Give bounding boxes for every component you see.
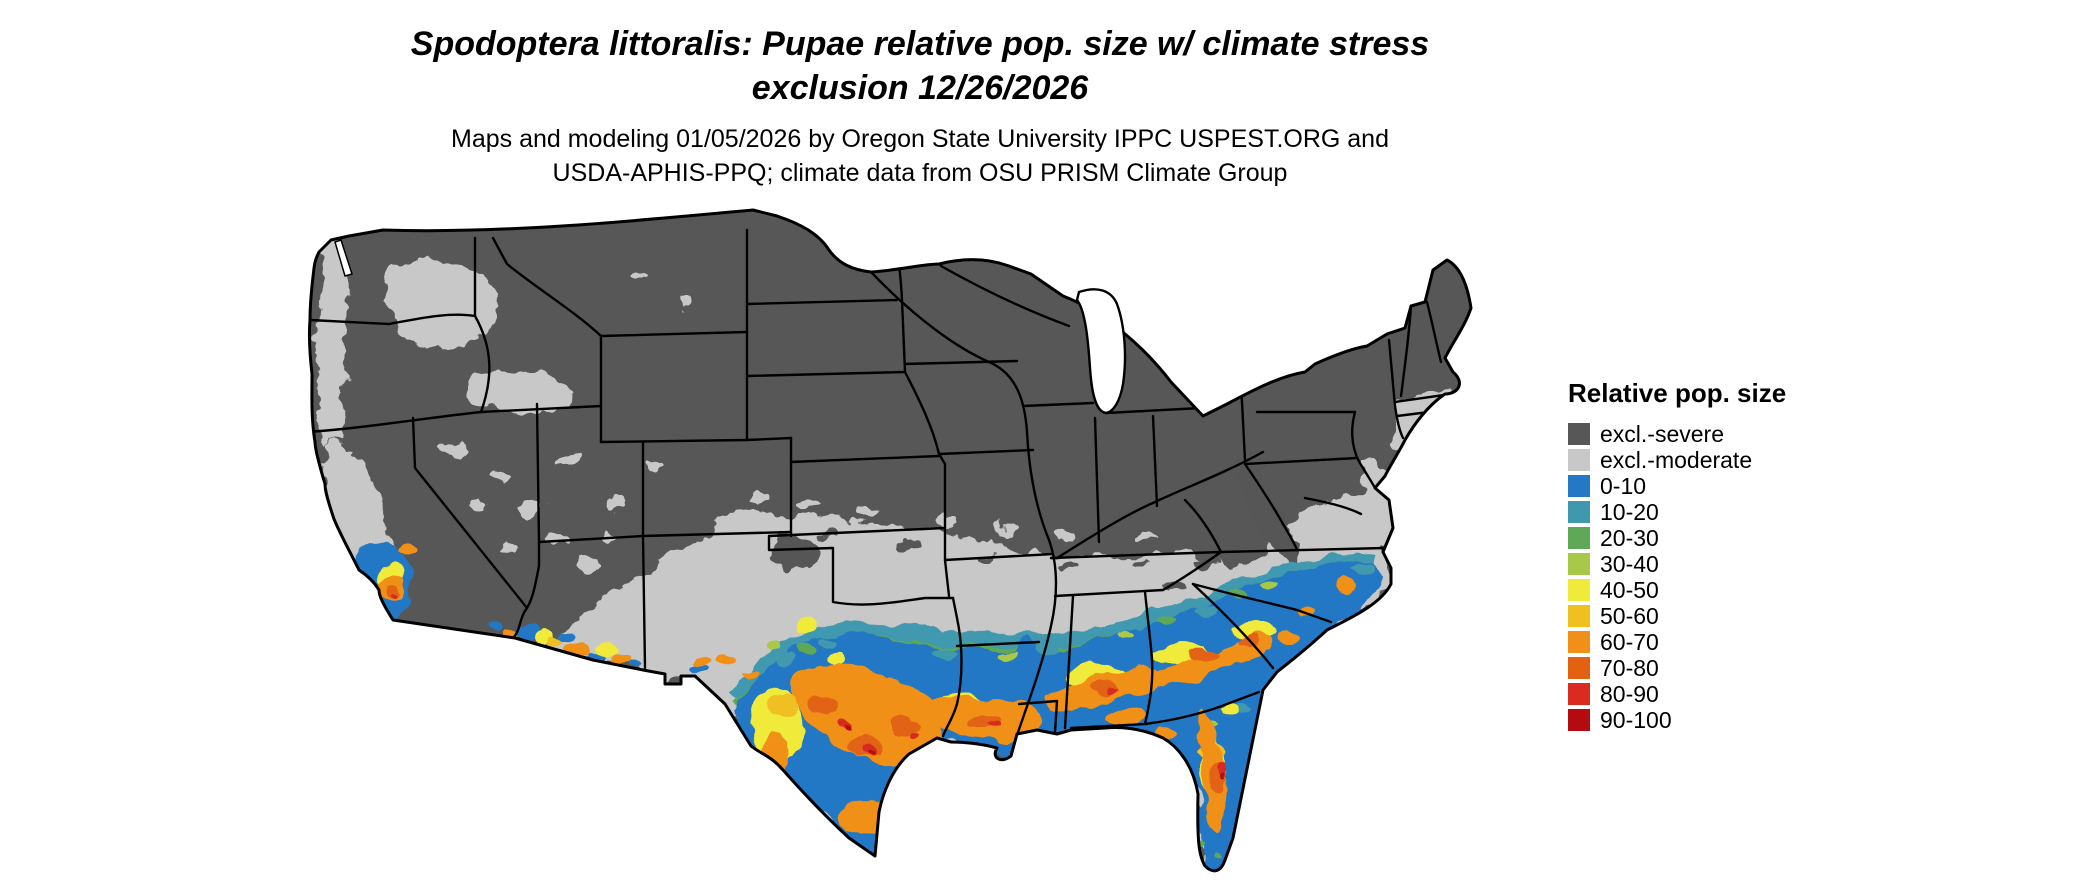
legend-label: 80-90 [1600, 681, 1659, 707]
legend-item: 10-20 [1568, 499, 1928, 525]
lake-michigan [1075, 288, 1127, 415]
us-map [307, 208, 1473, 873]
legend-item: 60-70 [1568, 629, 1928, 655]
legend-swatch [1568, 501, 1590, 523]
title-line-2: exclusion 12/26/2026 [751, 69, 1089, 107]
map-population-regions [355, 540, 1383, 871]
subtitle-line-2: USDA-APHIS-PPQ; climate data from OSU PR… [552, 159, 1288, 187]
legend-label: 20-30 [1600, 525, 1659, 551]
legend-label: 0-10 [1600, 473, 1647, 499]
map-severe-overlay [769, 458, 1298, 593]
page-subtitle: Maps and modeling 01/05/2026 by Oregon S… [0, 122, 1840, 190]
title-line-1: Spodoptera littoralis: Pupae relative po… [410, 25, 1430, 63]
national-outline [307, 208, 1473, 873]
legend-item: excl.-severe [1568, 421, 1928, 447]
legend-item: 50-60 [1568, 603, 1928, 629]
legend-swatch [1568, 423, 1590, 445]
legend-item: 30-40 [1568, 551, 1928, 577]
legend-title: Relative pop. size [1568, 378, 1787, 408]
legend-label: excl.-severe [1600, 421, 1724, 447]
legend-item: 40-50 [1568, 577, 1928, 603]
legend-swatch [1568, 631, 1590, 653]
speckles-10-20 [773, 565, 1373, 711]
legend-swatch [1568, 709, 1590, 731]
subtitle-line-1: Maps and modeling 01/05/2026 by Oregon S… [451, 125, 1389, 153]
legend-item: 80-90 [1568, 681, 1928, 707]
legend-swatch [1568, 683, 1590, 705]
legend-swatch [1568, 449, 1590, 471]
legend-item: excl.-moderate [1568, 447, 1928, 473]
legend-label: 90-100 [1600, 707, 1672, 733]
legend-item: 70-80 [1568, 655, 1928, 681]
puget-sound [334, 239, 353, 277]
legend-item: 0-10 [1568, 473, 1928, 499]
legend-label: 10-20 [1600, 499, 1659, 525]
legend-swatch [1568, 553, 1590, 575]
zone-90-100 [845, 726, 1224, 779]
legend-item: 90-100 [1568, 707, 1928, 733]
legend-label: 70-80 [1600, 655, 1659, 681]
zone-80-90 [393, 591, 1224, 775]
legend-swatch [1568, 527, 1590, 549]
legend-item: 20-30 [1568, 525, 1928, 551]
legend-label: excl.-moderate [1600, 447, 1753, 473]
legend-label: 40-50 [1600, 577, 1659, 603]
legend-label: 60-70 [1600, 629, 1659, 655]
legend-swatch [1568, 579, 1590, 601]
page-title: Spodoptera littoralis: Pupae relative po… [0, 22, 1840, 110]
us-map-container [305, 206, 1527, 888]
legend: Relative pop. size excl.-severe excl.-mo… [1568, 378, 1928, 733]
state-borders [309, 218, 1453, 758]
legend-label: 50-60 [1600, 603, 1659, 629]
fringe-10-20 [729, 552, 1375, 702]
legend-label: 30-40 [1600, 551, 1659, 577]
legend-swatch [1568, 605, 1590, 627]
legend-swatch [1568, 657, 1590, 679]
legend-swatch [1568, 475, 1590, 497]
